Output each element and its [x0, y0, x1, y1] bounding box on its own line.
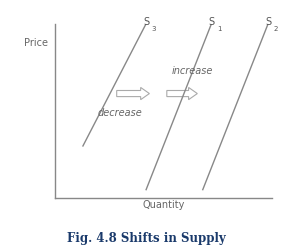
FancyArrow shape [117, 87, 149, 100]
Text: decrease: decrease [98, 107, 142, 118]
Text: S: S [265, 17, 271, 27]
Text: 2: 2 [274, 26, 278, 32]
Text: increase: increase [171, 66, 212, 76]
Text: S: S [208, 17, 214, 27]
X-axis label: Quantity: Quantity [142, 200, 185, 210]
Text: S: S [143, 17, 149, 27]
Text: 3: 3 [151, 26, 156, 32]
Text: Fig. 4.8 Shifts in Supply: Fig. 4.8 Shifts in Supply [67, 231, 226, 245]
Text: 1: 1 [217, 26, 222, 32]
FancyArrow shape [167, 87, 197, 100]
Text: Price: Price [24, 38, 48, 48]
